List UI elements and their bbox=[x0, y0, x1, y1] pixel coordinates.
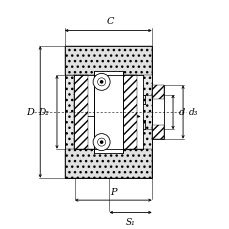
Text: C: C bbox=[106, 17, 114, 26]
Circle shape bbox=[97, 139, 105, 147]
Text: S₁: S₁ bbox=[125, 217, 135, 226]
Bar bbox=[93, 71, 122, 154]
Bar bbox=[151, 86, 163, 99]
Circle shape bbox=[93, 74, 110, 91]
Bar bbox=[65, 47, 151, 76]
Bar bbox=[122, 76, 136, 149]
Text: d: d bbox=[178, 108, 184, 117]
Text: D: D bbox=[26, 108, 33, 117]
Text: D₂: D₂ bbox=[38, 108, 49, 117]
Bar bbox=[73, 76, 87, 149]
Bar bbox=[65, 47, 151, 178]
Circle shape bbox=[97, 79, 105, 87]
Bar bbox=[73, 76, 142, 149]
Bar bbox=[65, 149, 151, 178]
Bar bbox=[151, 86, 163, 139]
Text: P: P bbox=[110, 187, 116, 196]
Circle shape bbox=[100, 81, 102, 84]
Text: d₃: d₃ bbox=[188, 108, 197, 117]
Bar bbox=[151, 125, 163, 139]
Circle shape bbox=[93, 134, 110, 151]
Circle shape bbox=[100, 141, 102, 144]
Text: B₁: B₁ bbox=[101, 102, 111, 111]
Bar bbox=[65, 47, 151, 178]
